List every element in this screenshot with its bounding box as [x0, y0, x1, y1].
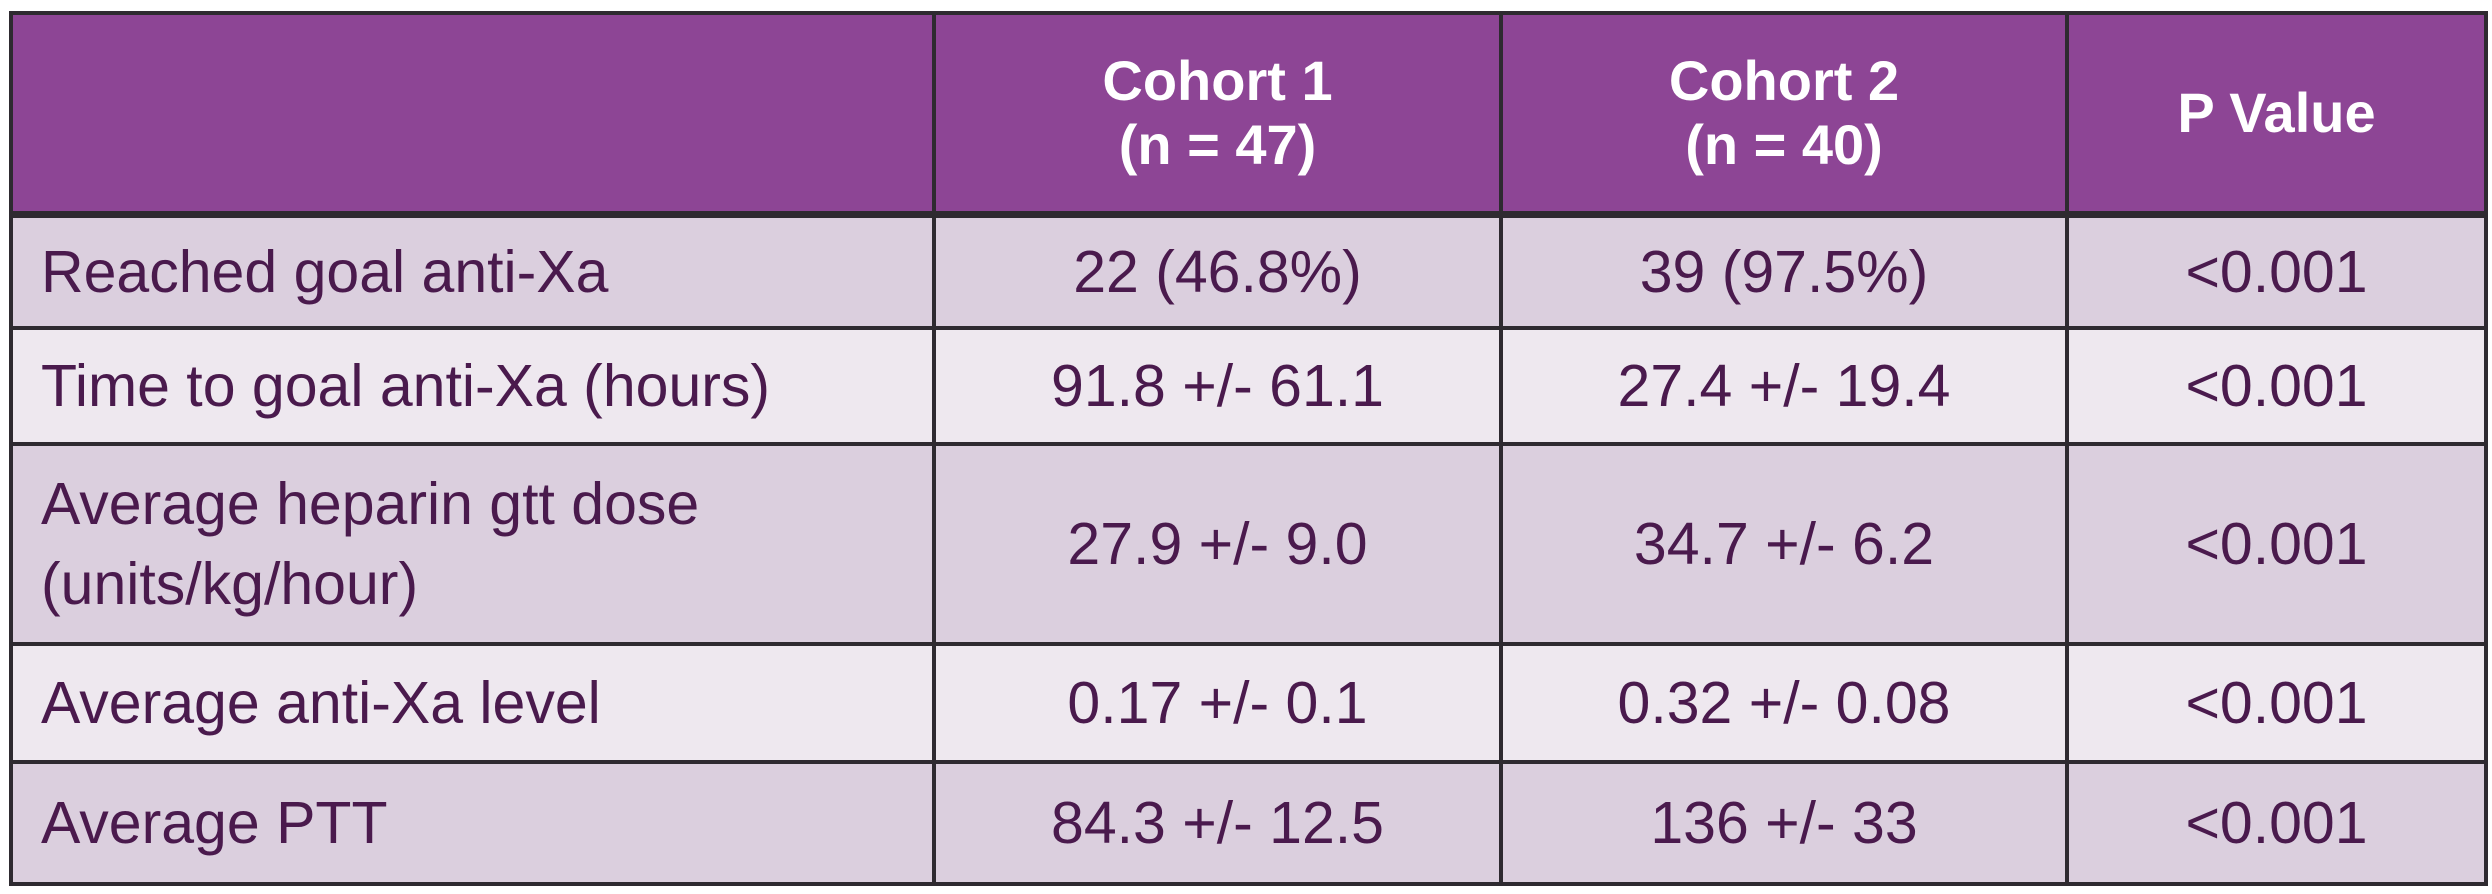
row-label: Average PTT — [9, 760, 936, 886]
p-value: <0.001 — [2065, 442, 2488, 646]
table-row: Average heparin gtt dose (units/kg/hour)… — [9, 442, 2488, 646]
cohort-2-value: 27.4 +/- 19.4 — [1499, 326, 2069, 446]
cohort-1-value: 84.3 +/- 12.5 — [932, 760, 1503, 886]
row-label: Average heparin gtt dose (units/kg/hour) — [9, 442, 936, 646]
table-row: Average PTT 84.3 +/- 12.5 136 +/- 33 <0.… — [9, 760, 2488, 886]
results-table: Cohort 1 (n = 47) Cohort 2 (n = 40) P Va… — [9, 11, 2488, 886]
header-cohort-2-count: (n = 40) — [1685, 112, 1883, 176]
row-label: Average anti-Xa level — [9, 642, 936, 764]
cohort-1-value: 0.17 +/- 0.1 — [932, 642, 1503, 764]
cohort-1-value: 22 (46.8%) — [932, 212, 1503, 330]
row-label: Reached goal anti-Xa — [9, 212, 936, 330]
cohort-2-value: 39 (97.5%) — [1499, 212, 2069, 330]
table-row: Average anti-Xa level 0.17 +/- 0.1 0.32 … — [9, 642, 2488, 764]
header-cohort-1-title: Cohort 1 — [1102, 48, 1333, 112]
cohort-1-value: 91.8 +/- 61.1 — [932, 326, 1503, 446]
row-label-line: (units/kg/hour) — [41, 551, 419, 617]
p-value: <0.001 — [2065, 326, 2488, 446]
header-cell-empty — [9, 11, 936, 218]
header-row: Cohort 1 (n = 47) Cohort 2 (n = 40) P Va… — [9, 11, 2488, 218]
header-cohort-1-count: (n = 47) — [1118, 112, 1317, 176]
header-cohort-2-title: Cohort 2 — [1668, 48, 1900, 112]
header-cell-cohort-2: Cohort 2 (n = 40) — [1499, 11, 2069, 218]
row-label-line: Average PTT — [41, 790, 388, 856]
row-label: Time to goal anti-Xa (hours) — [9, 326, 936, 446]
p-value: <0.001 — [2065, 212, 2488, 330]
results-table-container: Cohort 1 (n = 47) Cohort 2 (n = 40) P Va… — [9, 11, 2488, 886]
cohort-2-value: 34.7 +/- 6.2 — [1499, 442, 2069, 646]
table-row: Reached goal anti-Xa 22 (46.8%) 39 (97.5… — [9, 212, 2488, 330]
header-cell-p-value: P Value — [2065, 11, 2488, 218]
p-value: <0.001 — [2065, 642, 2488, 764]
row-label-line: Time to goal anti-Xa (hours) — [41, 353, 771, 419]
row-label-line: Average anti-Xa level — [41, 670, 601, 736]
row-label-line: Average heparin gtt dose — [41, 471, 700, 537]
p-value: <0.001 — [2065, 760, 2488, 886]
header-cell-cohort-1: Cohort 1 (n = 47) — [932, 11, 1503, 218]
table-row: Time to goal anti-Xa (hours) 91.8 +/- 61… — [9, 326, 2488, 446]
cohort-2-value: 136 +/- 33 — [1499, 760, 2069, 886]
row-label-line: Reached goal anti-Xa — [41, 238, 609, 305]
cohort-2-value: 0.32 +/- 0.08 — [1499, 642, 2069, 764]
cohort-1-value: 27.9 +/- 9.0 — [932, 442, 1503, 646]
